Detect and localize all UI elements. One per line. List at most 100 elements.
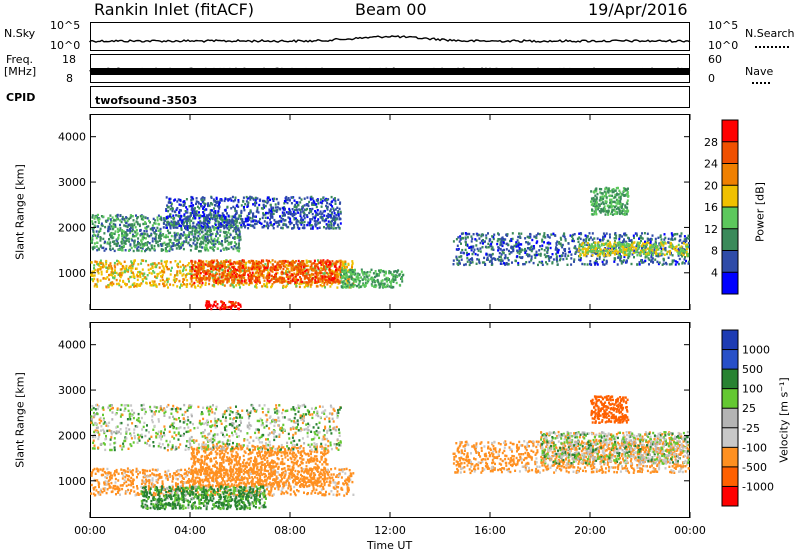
- power-echo-cell: [476, 253, 479, 257]
- power-echo-cell: [206, 216, 209, 219]
- power-echo-cell: [632, 234, 635, 237]
- power-echo-cell: [361, 270, 363, 273]
- power-echo-cell: [147, 268, 150, 271]
- power-echo-cell: [465, 243, 467, 247]
- power-echo-cell: [555, 255, 558, 258]
- power-echo-cell: [230, 271, 233, 274]
- power-echo-cell: [164, 260, 167, 263]
- power-echo-cell: [170, 205, 173, 208]
- power-echo-cell: [549, 246, 552, 250]
- power-echo-cell: [149, 267, 152, 270]
- power-echo-cell: [204, 283, 207, 286]
- power-echo-cell: [258, 275, 261, 279]
- power-echo-cell: [139, 234, 142, 237]
- power-echo-cell: [620, 245, 623, 248]
- power-echo-cell: [680, 249, 683, 252]
- power-echo-cell: [98, 248, 101, 251]
- power-echo-cell: [594, 262, 597, 265]
- power-echo-cell: [231, 284, 234, 287]
- power-echo-cell: [475, 262, 478, 265]
- power-echo-cell: [470, 247, 473, 251]
- power-echo-cell: [580, 256, 582, 260]
- power-echo-cell: [218, 273, 221, 276]
- power-echo-cell: [626, 249, 629, 252]
- power-echo-cell: [131, 229, 134, 233]
- power-echo-cell: [103, 265, 106, 268]
- power-echo-cell: [558, 242, 561, 245]
- power-echo-cell: [201, 214, 204, 218]
- power-echo-cell: [498, 259, 501, 262]
- power-echo-cell: [126, 233, 129, 236]
- power-echo-cell: [215, 265, 218, 268]
- power-echo-cell: [176, 242, 179, 246]
- power-echo-cell: [206, 223, 209, 226]
- power-echo-cell: [167, 267, 170, 271]
- power-echo-cell: [178, 241, 181, 244]
- power-echo-cell: [609, 241, 611, 244]
- power-echo-cell: [340, 273, 342, 276]
- power-echo-cell: [356, 284, 358, 288]
- power-echo-cell: [649, 251, 651, 254]
- power-echo-cell: [202, 277, 205, 280]
- power-echo-cell: [543, 249, 546, 252]
- power-echo-cell: [181, 269, 184, 273]
- power-echo-cell: [257, 274, 260, 277]
- power-echo-cell: [113, 261, 116, 265]
- power-echo-cell: [179, 265, 182, 269]
- power-echo-cell: [204, 222, 207, 225]
- power-echo-cell: [372, 272, 375, 275]
- power-echo-cell: [295, 268, 298, 271]
- power-echo-cell: [283, 280, 286, 283]
- power-echo-cell: [506, 242, 509, 246]
- power-echo-cell: [594, 241, 597, 244]
- power-echo-cell: [200, 221, 203, 224]
- power-echo-cell: [120, 274, 123, 277]
- power-echo-cell: [252, 273, 255, 276]
- power-echo-cell: [543, 235, 546, 239]
- power-echo-cell: [319, 269, 322, 273]
- power-echo-cell: [309, 267, 312, 270]
- power-echo-cell: [343, 276, 346, 280]
- power-echo-cell: [541, 244, 544, 247]
- power-echo-cell: [225, 265, 228, 269]
- power-echo-cell: [310, 224, 313, 227]
- power-echo-cell: [107, 285, 110, 289]
- power-echo-cell: [210, 196, 213, 199]
- power-echo-cell: [518, 232, 520, 235]
- power-echo-cell: [178, 224, 181, 227]
- power-echo-cell: [166, 223, 169, 227]
- power-echo-cell: [339, 270, 342, 274]
- power-echo-cell: [324, 265, 327, 268]
- power-echo-cell: [387, 277, 389, 280]
- power-echo-cell: [262, 274, 265, 277]
- power-echo-cell: [343, 272, 346, 275]
- power-echo-cell: [304, 276, 307, 279]
- power-echo-cell: [356, 276, 359, 279]
- power-echo-cell: [124, 240, 127, 243]
- power-echo-cell: [93, 242, 96, 245]
- power-echo-cell: [184, 225, 187, 228]
- power-echo-cell: [113, 219, 115, 222]
- power-echo-cell: [455, 238, 458, 241]
- power-echo-cell: [321, 281, 324, 284]
- power-echo-cell: [227, 272, 230, 275]
- power-echo-cell: [264, 263, 267, 266]
- power-echo-cell: [192, 204, 195, 207]
- power-echo-cell: [114, 269, 116, 272]
- power-echo-cell: [162, 226, 165, 229]
- power-echo-cell: [348, 281, 351, 284]
- power-echo-cell: [326, 265, 329, 269]
- power-echo-cell: [199, 274, 201, 277]
- power-echo-cell: [261, 216, 264, 220]
- power-echo-cell: [205, 240, 208, 243]
- power-echo-cell: [344, 268, 347, 272]
- power-echo-cell: [148, 234, 151, 238]
- power-echo-cell: [634, 250, 637, 254]
- power-echo-cell: [212, 249, 215, 252]
- power-echo-cell: [321, 279, 324, 283]
- power-echo-cell: [191, 283, 194, 286]
- power-echo-cell: [285, 264, 288, 267]
- power-echo-cell: [262, 214, 265, 217]
- power-echo-cell: [650, 246, 653, 249]
- power-echo-cell: [186, 222, 188, 225]
